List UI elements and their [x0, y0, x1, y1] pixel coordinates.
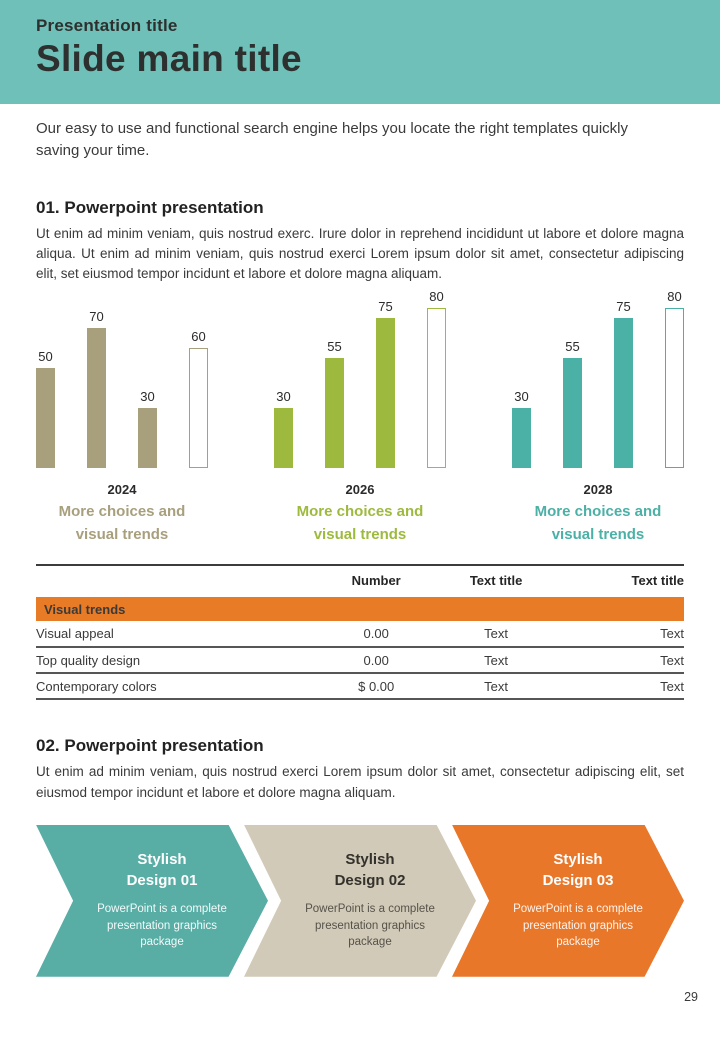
- bar-with-label: 30: [512, 389, 531, 469]
- bar-value-label: 75: [616, 299, 631, 315]
- table-group-header-row: Visual trends: [36, 593, 684, 622]
- column-header-text-title-2: Text title: [631, 572, 685, 588]
- bar-with-label: 30: [138, 389, 157, 469]
- chart-caption: More choices and visual trends: [58, 503, 186, 543]
- bar: [274, 408, 293, 469]
- section-2-body: Ut enim ad minim veniam, quis nostrud ex…: [36, 764, 684, 800]
- bar: [512, 408, 531, 469]
- section-2-heading: 02. Powerpoint presentation: [36, 736, 264, 756]
- bar-value-label: 55: [327, 339, 342, 355]
- row-text-1: Text: [484, 678, 508, 694]
- bar: [36, 368, 55, 469]
- slide-main-title: Slide main title: [36, 38, 302, 79]
- chart-year-label: 2026: [345, 482, 375, 498]
- arrow-body-text: PowerPoint is a complete presentation gr…: [513, 902, 643, 949]
- chart-year-label: 2028: [583, 482, 613, 498]
- row-text-2: Text: [660, 652, 684, 668]
- bar-with-label: 30: [274, 389, 293, 469]
- bar-with-label: 75: [614, 299, 633, 469]
- arrow-body-text: PowerPoint is a complete presentation gr…: [305, 902, 435, 949]
- row-label: Top quality design: [36, 652, 141, 668]
- bar: [189, 348, 208, 469]
- chart-caption: More choices and visual trends: [534, 503, 662, 543]
- row-number: $ 0.00: [358, 678, 395, 694]
- presentation-title: Presentation title: [36, 16, 178, 35]
- row-number: 0.00: [363, 652, 389, 668]
- bar-with-label: 50: [36, 349, 55, 469]
- bar: [665, 308, 684, 469]
- visual-trends-table: Number Text title Text title Visual tren…: [36, 564, 684, 700]
- chevron-arrow-1: Stylish Design 01 PowerPoint is a comple…: [36, 824, 268, 977]
- bar-with-label: 75: [376, 299, 395, 469]
- bar-chart-2028: 30 55 75 80 2028 More choices and visual tr…: [512, 289, 684, 546]
- bar: [614, 318, 633, 469]
- bar: [87, 328, 106, 469]
- bar: [376, 318, 395, 469]
- arrow-title: Stylish Design 02: [334, 851, 406, 889]
- bars-2028: 30 55 75 80: [512, 289, 684, 469]
- bar-value-label: 80: [429, 289, 444, 305]
- chevron-arrow-3: Stylish Design 03 PowerPoint is a comple…: [452, 824, 684, 977]
- bar-with-label: 80: [427, 289, 446, 469]
- bar-value-label: 75: [378, 299, 393, 315]
- column-header-text-title-1: Text title: [469, 572, 523, 588]
- bar-with-label: 80: [665, 289, 684, 469]
- bar-value-label: 55: [565, 339, 580, 355]
- bar: [138, 408, 157, 469]
- section-1-heading: 01. Powerpoint presentation: [36, 197, 264, 217]
- bar-with-label: 60: [189, 329, 208, 469]
- bar-with-label: 55: [325, 339, 344, 469]
- bar: [427, 308, 446, 469]
- section-1-body: Ut enim ad minim veniam, quis nostrud ex…: [36, 225, 684, 282]
- bars-2026: 30 55 75 80: [274, 289, 446, 469]
- chevron-arrows-row: Stylish Design 01 PowerPoint is a comple…: [36, 824, 684, 977]
- arrow-title: Stylish Design 01: [126, 851, 198, 889]
- bar-value-label: 50: [38, 349, 53, 365]
- bar-value-label: 70: [89, 309, 104, 325]
- column-header-number: Number: [351, 572, 401, 588]
- intro-paragraph: Our easy to use and functional search en…: [36, 120, 629, 159]
- chevron-arrow-2: Stylish Design 02 PowerPoint is a comple…: [244, 824, 476, 977]
- row-text-2: Text: [660, 626, 684, 642]
- page-header: Presentation title Slide main title: [0, 0, 720, 104]
- row-text-1: Text: [484, 652, 508, 668]
- bar-charts-row: 50 70 30 60 2024 More choices and visual tr…: [36, 289, 684, 546]
- bar-chart-2026: 30 55 75 80 2026 More choices and visual tr…: [274, 289, 446, 546]
- bar-value-label: 30: [140, 389, 155, 405]
- row-number: 0.00: [363, 626, 389, 642]
- arrow-body-text: PowerPoint is a complete presentation gr…: [97, 902, 227, 949]
- column-header-blank: [36, 565, 321, 595]
- bar-value-label: 30: [514, 389, 529, 405]
- bar: [563, 358, 582, 469]
- bar-with-label: 55: [563, 339, 582, 469]
- page-content: Our easy to use and functional search en…: [0, 118, 720, 977]
- bar-value-label: 80: [667, 289, 682, 305]
- table-row: Visual appeal 0.00 Text Text: [36, 621, 684, 648]
- table-row: Top quality design 0.00 Text Text: [36, 647, 684, 674]
- bar-chart-2024: 50 70 30 60 2024 More choices and visual tr…: [36, 290, 208, 546]
- row-text-2: Text: [660, 678, 684, 694]
- chart-caption: More choices and visual trends: [296, 503, 424, 543]
- table-row: Contemporary colors $ 0.00 Text Text: [36, 673, 684, 700]
- bar: [325, 358, 344, 469]
- page-number: 29: [684, 990, 698, 1004]
- arrow-title: Stylish Design 03: [542, 851, 614, 889]
- bars-2024: 50 70 30 60: [36, 290, 208, 469]
- table-header-row: Number Text title Text title: [36, 565, 684, 595]
- group-header-cell: Visual trends: [36, 593, 684, 622]
- chart-year-label: 2024: [107, 482, 137, 498]
- bar-value-label: 30: [276, 389, 291, 405]
- row-text-1: Text: [484, 626, 508, 642]
- row-label: Visual appeal: [36, 626, 114, 642]
- bar-value-label: 60: [191, 329, 206, 345]
- bar-with-label: 70: [87, 309, 106, 469]
- row-label: Contemporary colors: [36, 678, 157, 694]
